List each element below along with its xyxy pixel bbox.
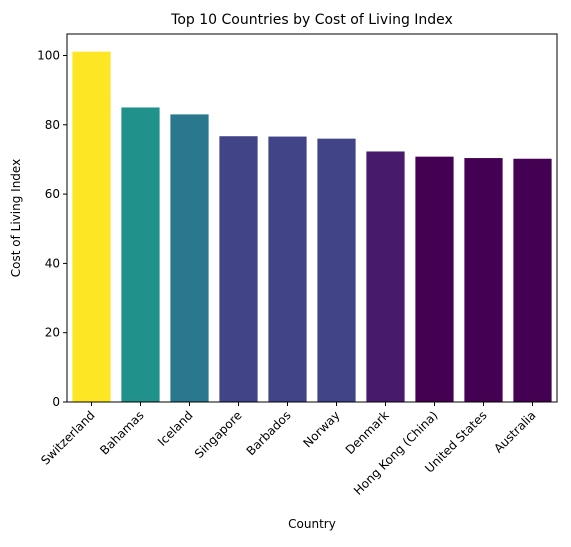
x-tick-label: Switzerland bbox=[38, 408, 97, 467]
y-tick-label: 100 bbox=[37, 48, 60, 62]
bar-australia bbox=[513, 158, 552, 402]
bar-iceland bbox=[170, 114, 209, 402]
bar-bahamas bbox=[121, 107, 160, 402]
x-tick-label: Singapore bbox=[192, 408, 245, 461]
x-tick-label: Denmark bbox=[343, 408, 392, 457]
bar-hong-kong-china bbox=[415, 156, 454, 402]
y-tick-label: 0 bbox=[52, 395, 60, 409]
y-tick-label: 20 bbox=[45, 326, 60, 340]
x-tick-label: Australia bbox=[491, 408, 538, 455]
bar-united-states bbox=[464, 158, 503, 402]
bars-group bbox=[72, 51, 552, 403]
x-axis-label: Country bbox=[288, 517, 336, 531]
y-axis-ticks: 0 20 40 60 80 100 bbox=[37, 48, 67, 409]
x-tick-label: Bahamas bbox=[97, 408, 146, 457]
x-tick-label: Iceland bbox=[155, 408, 196, 449]
bar-denmark bbox=[366, 151, 405, 402]
bar-barbados bbox=[268, 136, 307, 403]
y-tick-label: 60 bbox=[45, 187, 60, 201]
bar-singapore bbox=[219, 136, 258, 402]
y-tick-label: 80 bbox=[45, 118, 60, 132]
x-tick-label: Hong Kong (China) bbox=[351, 408, 441, 498]
y-tick-label: 40 bbox=[45, 256, 60, 270]
bar-norway bbox=[317, 138, 356, 402]
x-tick-label: Norway bbox=[301, 408, 343, 450]
x-tick-label: Barbados bbox=[244, 408, 294, 458]
plot-frame bbox=[66, 33, 558, 403]
y-axis-label: Cost of Living Index bbox=[9, 159, 23, 277]
bar-switzerland bbox=[72, 51, 111, 403]
chart-title: Top 10 Countries by Cost of Living Index bbox=[170, 12, 453, 28]
